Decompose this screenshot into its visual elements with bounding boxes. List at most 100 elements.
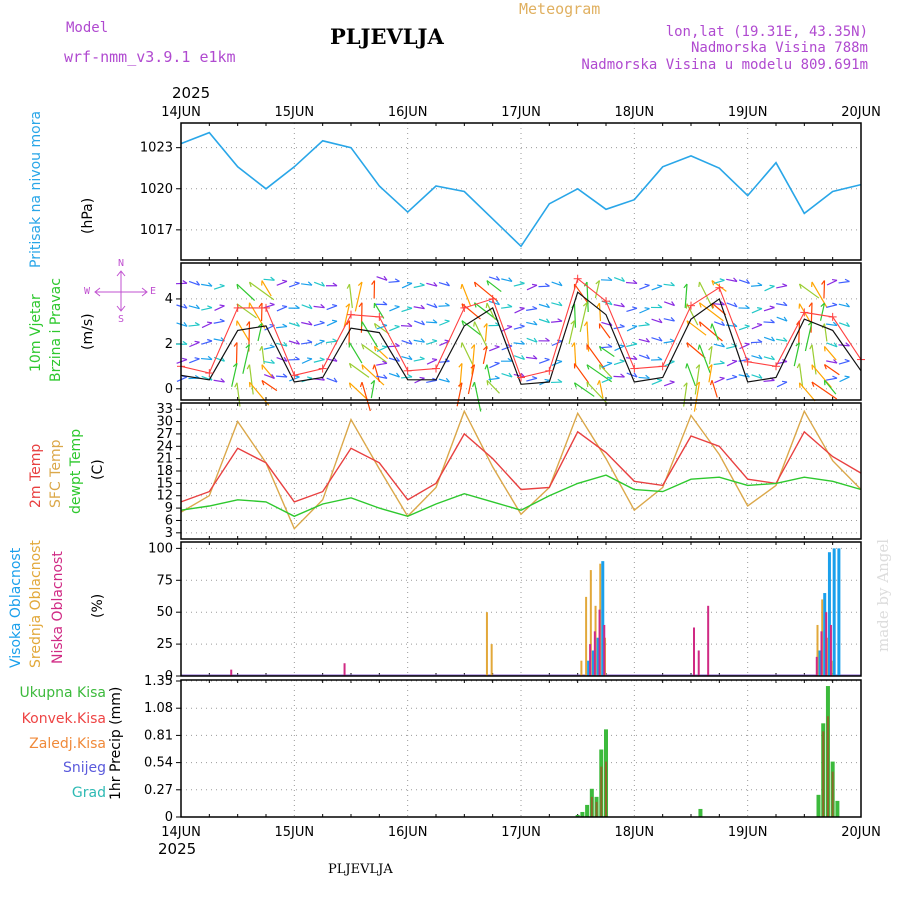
wind-barb <box>699 321 723 342</box>
wind-barb-head <box>483 323 488 328</box>
wind-barb-head <box>306 357 313 360</box>
wind-barb-head <box>545 303 550 308</box>
high-cloud-bar <box>832 548 836 676</box>
wind-barb-head <box>495 275 500 281</box>
wind-barb <box>526 284 538 291</box>
wind-barb-head <box>359 381 363 388</box>
wind-barb-head <box>472 381 476 387</box>
wind-barb <box>349 362 370 378</box>
wind-barb <box>276 306 288 312</box>
wind-barb <box>699 302 724 322</box>
y-tick-label: 24 <box>156 439 173 454</box>
wind-barb <box>275 325 288 329</box>
wind-barb-head <box>544 378 550 381</box>
wind-barb <box>388 357 400 362</box>
wind-barb-head <box>546 318 550 324</box>
wind-barb-head <box>586 364 590 370</box>
wind-barb <box>686 320 707 336</box>
wind-barb <box>361 364 385 386</box>
wind-barb <box>200 357 213 361</box>
wind-barb-head <box>219 318 225 322</box>
bottom-date-label: 14JUN <box>161 825 201 840</box>
wind-barb-head <box>319 357 325 361</box>
wind-barb <box>438 305 450 307</box>
wind-barb <box>401 282 413 289</box>
wind-speed-line <box>180 291 862 385</box>
wind-barb <box>626 357 638 361</box>
top-date-label: 16JUN <box>388 105 428 120</box>
wind-barb <box>750 341 763 344</box>
y-tick-label: 0 <box>165 810 173 825</box>
wind-barb <box>413 339 425 343</box>
wind-barb <box>750 284 763 287</box>
wind-barb-head <box>557 318 563 322</box>
wind-barb-head <box>783 337 788 342</box>
wind-barb-head <box>769 284 775 287</box>
wind-barb-head <box>283 356 288 362</box>
wind-barb <box>188 305 200 310</box>
top-date-label: 14JUN <box>161 105 201 120</box>
wind-barb <box>249 281 275 301</box>
wind-barb-head <box>182 357 188 361</box>
wind-barb-head <box>757 282 763 286</box>
wind-barb-head <box>783 316 788 322</box>
wind-barb-head <box>319 320 325 324</box>
wind-barb <box>626 307 638 313</box>
wind-barb <box>514 307 525 314</box>
wind-barb <box>314 340 325 347</box>
wind-barb-head <box>281 279 288 282</box>
wind-barb <box>426 340 438 345</box>
wind-barb <box>708 364 713 383</box>
wind-barb <box>708 346 713 365</box>
wind-barb-head <box>732 374 738 378</box>
wind-barb <box>486 280 502 293</box>
wind-barb-head <box>431 358 438 361</box>
y-tick-label: 18 <box>156 464 173 479</box>
wind-barb <box>713 362 725 366</box>
low-cloud-bar <box>825 612 828 676</box>
wind-barb <box>482 346 488 365</box>
wind-barb <box>713 343 725 348</box>
wind-barb <box>586 364 613 383</box>
compass-south: S <box>118 314 125 325</box>
wind-barb <box>838 360 850 365</box>
bottom-year-label: 2025 <box>158 840 197 858</box>
convective-precip-bar <box>595 801 598 817</box>
wind-barb <box>799 283 820 299</box>
wind-barb-head <box>720 301 725 306</box>
wind-barb-head <box>658 336 663 342</box>
wind-barb-head <box>484 364 488 370</box>
wind-barb <box>694 364 701 395</box>
wind-barb-head <box>445 377 450 383</box>
wind-barb <box>361 381 371 412</box>
wind-barb <box>438 378 450 383</box>
wind-barb <box>613 304 625 308</box>
wind-barb <box>726 360 738 367</box>
wind-barb-head <box>234 382 238 388</box>
wind-barb <box>551 360 563 367</box>
wind-barb <box>389 325 400 332</box>
wind-barb <box>188 324 200 327</box>
low-cloud-bar <box>603 624 606 676</box>
wind-barb <box>638 324 650 327</box>
wind-barb <box>376 346 388 352</box>
wind-barb-head <box>421 320 425 326</box>
wind-barb <box>526 308 538 311</box>
wind-barb <box>551 281 563 287</box>
wind-barb-head <box>685 303 688 309</box>
wind-barb <box>686 363 697 387</box>
wind-barb <box>726 376 738 381</box>
wind-barb-head <box>246 321 250 326</box>
wind-barb-head <box>382 360 388 364</box>
wind-barb-head <box>396 372 400 378</box>
wind-barb-head <box>744 342 750 345</box>
wind-barb-head <box>606 361 613 364</box>
wind-barb-head <box>346 283 351 289</box>
wind-barb <box>626 325 638 332</box>
wind-barb-head <box>731 359 738 362</box>
wind-barb <box>551 302 563 307</box>
wind-barb-head <box>633 372 638 378</box>
wind-barb <box>751 355 763 360</box>
wind-barb <box>751 308 763 314</box>
